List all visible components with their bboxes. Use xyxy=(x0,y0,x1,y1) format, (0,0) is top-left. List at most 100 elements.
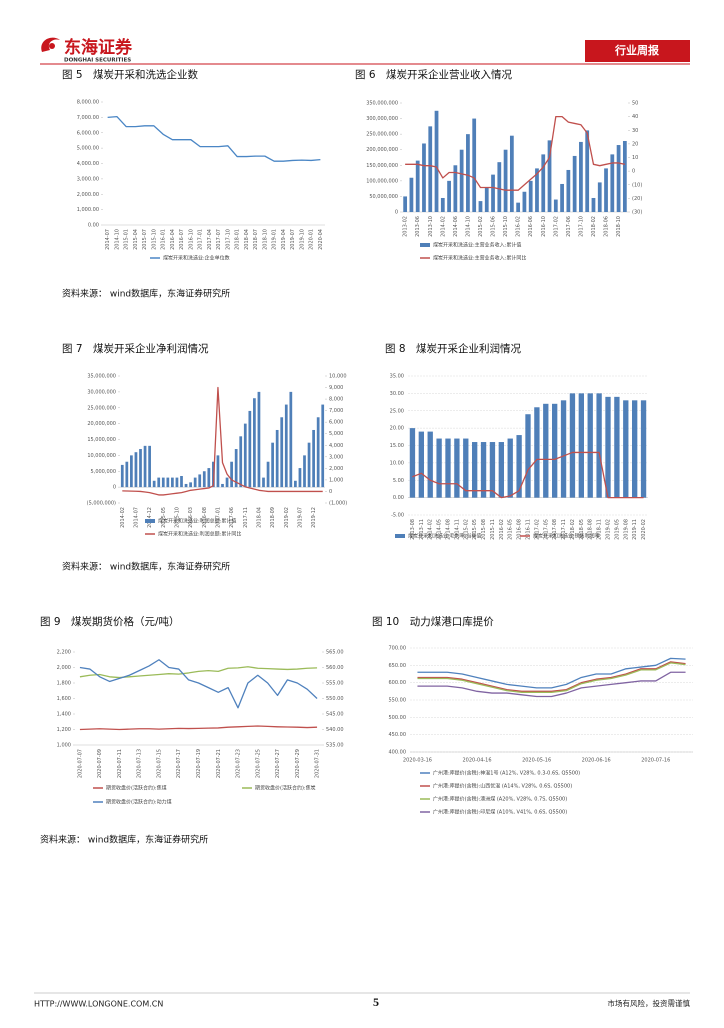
y2-tick-label: 565.00 xyxy=(326,650,344,656)
x-tick-label: 2018-07 xyxy=(253,229,259,250)
x-tick-label: 2020-07-13 xyxy=(137,749,143,778)
y-tick-label: 35.00 xyxy=(390,374,404,380)
legend-label: 煤炭开采和洗选业:主营业务收入:累计同比 xyxy=(433,255,526,262)
x-tick-label: 2017-01 xyxy=(198,229,204,250)
y-tick-label: 25.00 xyxy=(390,408,404,414)
bar xyxy=(587,393,593,498)
y2-tick-label: 535.00 xyxy=(326,743,344,749)
line xyxy=(417,671,686,698)
footer-note: 市场有风险，投资需谨慎 xyxy=(608,998,691,1008)
bar xyxy=(466,134,470,212)
y-tick-label: (5,000,000) xyxy=(87,501,116,507)
bar xyxy=(560,183,564,212)
y2-tick-label: (30) xyxy=(632,210,642,216)
x-tick-label: 2014-11 xyxy=(454,519,460,540)
x-tick-label: 2020-04 xyxy=(318,229,324,250)
y-tick-label: 2,200 xyxy=(57,650,71,656)
bar xyxy=(434,110,439,212)
line xyxy=(107,115,321,162)
bar xyxy=(418,431,424,498)
y-tick-label: 350,000,000 xyxy=(366,101,398,107)
x-tick-label: 2015-01 xyxy=(124,229,130,250)
y-tick-label: 4,000.00 xyxy=(77,161,99,167)
x-tick-label: 2015-08 xyxy=(481,519,487,540)
x-tick-label: 2016-06 xyxy=(528,216,534,237)
bar xyxy=(459,149,464,212)
bar xyxy=(248,410,252,488)
bar xyxy=(234,449,238,488)
bar xyxy=(221,483,224,488)
bar xyxy=(316,417,320,488)
x-tick-label: 2018-08 xyxy=(588,519,594,540)
legend-label: 广州港:库提价(含税):山西优混 (A14%, V28%, 0.6S, Q550… xyxy=(433,783,572,790)
x-tick-label: 2017-06 xyxy=(566,216,572,237)
footer-url: HTTP://WWW.LONGONE.COM.CN xyxy=(34,1000,163,1009)
logo-text: 东海证券 xyxy=(64,37,133,58)
bar xyxy=(184,483,188,488)
x-tick-label: 2018-06 xyxy=(604,216,610,237)
x-tick-label: 2020-07-25 xyxy=(255,749,261,778)
bar xyxy=(516,202,521,212)
x-tick-label: 2014-05 xyxy=(437,519,443,540)
y-tick-label: 0.00 xyxy=(393,495,404,501)
bar xyxy=(525,414,531,498)
x-tick-label: 2015-10 xyxy=(151,229,157,250)
y2-tick-label: 545.00 xyxy=(326,712,344,718)
x-tick-label: 2020-01 xyxy=(309,229,315,250)
y2-tick-label: 6,000 xyxy=(329,420,343,426)
y2-tick-label: 40 xyxy=(632,114,638,120)
bar xyxy=(472,118,477,212)
legend-label: 广州港:库提价(含税):神混1号 (A12%, V28%, 0.3-0.6S, … xyxy=(433,770,580,777)
bar xyxy=(275,429,279,488)
bar xyxy=(534,407,540,498)
x-tick-label: 2020-06-16 xyxy=(582,758,611,764)
line xyxy=(122,386,323,496)
bar xyxy=(120,464,124,488)
y-tick-label: 5,000.00 xyxy=(77,146,99,152)
x-tick-label: 2020-07-15 xyxy=(156,749,162,778)
bar xyxy=(528,180,533,212)
y-tick-label: 700.00 xyxy=(389,646,407,652)
bar xyxy=(566,169,571,212)
bar xyxy=(507,438,513,498)
y-tick-label: 250,000,000 xyxy=(366,132,398,138)
bar xyxy=(498,442,504,498)
x-tick-label: 2013-11 xyxy=(419,519,425,540)
x-tick-label: 2019-10 xyxy=(299,229,305,250)
logo-mark xyxy=(41,37,60,52)
bar xyxy=(230,461,233,488)
y-tick-label: 650.00 xyxy=(389,663,407,669)
line xyxy=(405,115,625,191)
y-tick-label: 50,000,000 xyxy=(369,194,398,200)
y2-tick-label: 8,000 xyxy=(329,397,343,403)
bar xyxy=(591,197,596,212)
bar xyxy=(497,162,502,212)
bar xyxy=(472,442,478,498)
bar xyxy=(284,404,288,488)
y2-tick-label: 560.00 xyxy=(326,665,344,671)
bar xyxy=(148,445,151,488)
bar xyxy=(216,455,220,488)
x-tick-label: 2018-10 xyxy=(262,229,268,250)
x-tick-label: 2018-11 xyxy=(597,519,603,540)
y-tick-label: 1,000.00 xyxy=(77,207,99,213)
bar xyxy=(596,393,602,498)
bar xyxy=(463,438,469,498)
y-tick-label: 1,400 xyxy=(57,712,71,718)
bar xyxy=(130,455,133,488)
source-note: 资料来源： wind数据库，东海证券研究所 xyxy=(40,834,208,846)
legend-label: 煤炭开采和洗选业:利润总额:累计同比 xyxy=(158,531,241,538)
bar xyxy=(478,201,483,212)
line xyxy=(417,657,686,689)
x-tick-label: 2016-10 xyxy=(541,216,547,237)
x-tick-label: 2015-11 xyxy=(490,519,496,540)
logo xyxy=(41,37,60,52)
line xyxy=(412,451,644,499)
figure-title: 图 8 煤炭开采企业利润情况 xyxy=(385,342,522,355)
bar xyxy=(271,442,274,488)
x-tick-label: 2020-07-27 xyxy=(275,749,281,778)
x-tick-label: 2016-10 xyxy=(188,229,194,250)
bar xyxy=(157,477,161,488)
x-tick-label: 2017-04 xyxy=(207,229,213,250)
legend-label: 期货收盘价(活跃合约):焦煤 xyxy=(106,785,167,792)
